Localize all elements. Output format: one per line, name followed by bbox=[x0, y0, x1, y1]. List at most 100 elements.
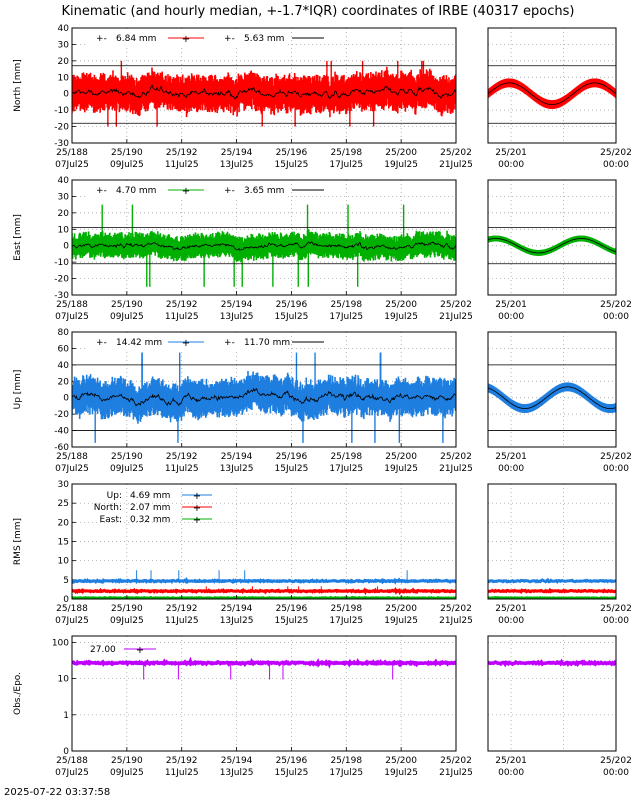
xtick-doy: 25/192 bbox=[166, 300, 198, 310]
xtick-doy: 25/188 bbox=[56, 452, 88, 462]
xtick-doy: 25/194 bbox=[221, 452, 253, 462]
xtick-date: 21Jul25 bbox=[439, 616, 473, 626]
xtick-date: 15Jul25 bbox=[275, 464, 309, 474]
ytick-label: -10 bbox=[54, 258, 69, 268]
xtick-date: 19Jul25 bbox=[384, 160, 418, 170]
xtick-doy: 25/202 bbox=[600, 300, 632, 310]
level-long bbox=[72, 586, 456, 596]
xtick-date: 00:00 bbox=[498, 768, 524, 778]
xtick-date: 11Jul25 bbox=[165, 768, 199, 778]
level-line bbox=[488, 596, 616, 599]
ytick-label: 100 bbox=[52, 638, 69, 648]
xtick-date: 13Jul25 bbox=[220, 160, 254, 170]
legend-label: North: bbox=[94, 503, 122, 513]
xtick-doy: 25/198 bbox=[330, 452, 362, 462]
xtick-doy: 25/198 bbox=[330, 756, 362, 766]
xtick-date: 17Jul25 bbox=[329, 616, 363, 626]
ytick-label: 30 bbox=[58, 40, 70, 50]
panel-north: 40 30 20 10 0 -10 -20 -30 North [mm] 25/188 07Jul2… bbox=[13, 24, 632, 170]
xtick-date: 09Jul25 bbox=[110, 768, 144, 778]
level-long bbox=[72, 595, 456, 599]
xtick-doy: 25/188 bbox=[56, 604, 88, 614]
xtick-doy: 25/196 bbox=[276, 604, 308, 614]
ytick-label: 10 bbox=[58, 225, 70, 235]
xtick-date: 17Jul25 bbox=[329, 464, 363, 474]
xtick-date: 07Jul25 bbox=[55, 312, 89, 322]
level-line bbox=[72, 577, 456, 585]
panel-obs: 1001010Obs./Epo.25/18807Jul2525/19009Jul… bbox=[13, 635, 632, 778]
ytick-label: 20 bbox=[58, 377, 70, 387]
ytick-label: 40 bbox=[58, 361, 70, 371]
ytick-label: 25 bbox=[58, 499, 69, 509]
level-line bbox=[72, 656, 456, 669]
legend-marker: +- bbox=[96, 186, 107, 196]
median-line bbox=[72, 241, 456, 251]
xtick-doy: 25/200 bbox=[385, 452, 417, 462]
plot-frame-long bbox=[71, 27, 457, 144]
legend-entry-kinematic: 14.42 mm bbox=[116, 338, 162, 348]
xtick-doy: 25/201 bbox=[495, 452, 527, 462]
xtick-doy: 25/198 bbox=[330, 300, 362, 310]
xtick-date: 19Jul25 bbox=[384, 464, 418, 474]
xtick-date: 07Jul25 bbox=[55, 464, 89, 474]
xtick-doy: 25/202 bbox=[600, 756, 632, 766]
plot-frame-long bbox=[71, 331, 457, 448]
xtick-doy: 25/188 bbox=[56, 300, 88, 310]
ytick-label: 30 bbox=[58, 480, 70, 490]
plot-frame-long bbox=[71, 179, 457, 296]
legend-marker: +- bbox=[224, 34, 235, 44]
legend-marker: +- bbox=[224, 186, 235, 196]
level-short bbox=[488, 587, 616, 594]
xtick-date: 07Jul25 bbox=[55, 768, 89, 778]
xtick-doy: 25/190 bbox=[111, 604, 143, 614]
xtick-doy: 25/201 bbox=[495, 756, 527, 766]
xtick-doy: 25/196 bbox=[276, 756, 308, 766]
xtick-date: 00:00 bbox=[603, 160, 629, 170]
level-long bbox=[72, 570, 456, 585]
xtick-date: 15Jul25 bbox=[275, 312, 309, 322]
xtick-doy: 25/202 bbox=[440, 148, 472, 158]
legend-value: 2.07 mm bbox=[130, 503, 170, 513]
xtick-date: 09Jul25 bbox=[110, 616, 144, 626]
ytick-label: 0 bbox=[63, 747, 69, 757]
legend-marker: + bbox=[136, 645, 144, 656]
median-line bbox=[488, 238, 616, 254]
xtick-doy: 25/201 bbox=[495, 604, 527, 614]
xtick-date: 21Jul25 bbox=[439, 768, 473, 778]
ytick-label: -10 bbox=[54, 106, 69, 116]
xtick-date: 15Jul25 bbox=[275, 160, 309, 170]
xtick-doy: 25/192 bbox=[166, 756, 198, 766]
xtick-date: 00:00 bbox=[603, 464, 629, 474]
xtick-date: 11Jul25 bbox=[165, 464, 199, 474]
xtick-date: 00:00 bbox=[603, 768, 629, 778]
ytick-label: 10 bbox=[58, 73, 70, 83]
xtick-doy: 25/202 bbox=[600, 604, 632, 614]
legend-entry-median: 3.65 mm bbox=[244, 186, 284, 196]
ylabel: Up [mm] bbox=[13, 370, 23, 410]
panel-east: 40 30 20 10 0 -10 -20 -30 East [mm] 25/188 07Jul25… bbox=[13, 176, 632, 322]
ytick-label: 15 bbox=[58, 538, 69, 548]
xtick-doy: 25/196 bbox=[276, 452, 308, 462]
xtick-doy: 25/196 bbox=[276, 148, 308, 158]
legend: +- 6.84 mm + +- 5.63 mm bbox=[88, 32, 324, 45]
plot-frame-long bbox=[71, 483, 457, 600]
ytick-label: 20 bbox=[58, 57, 70, 67]
xtick-date: 11Jul25 bbox=[165, 160, 199, 170]
ytick-label: -20 bbox=[54, 123, 69, 133]
legend-marker: + bbox=[193, 491, 201, 502]
legend-value: 0.32 mm bbox=[130, 515, 170, 525]
plot-frame-short bbox=[487, 483, 617, 600]
legend-marker: + bbox=[182, 338, 190, 349]
xtick-date: 00:00 bbox=[603, 312, 629, 322]
legend-marker: +- bbox=[96, 34, 107, 44]
plot-frame-short bbox=[487, 331, 617, 448]
ytick-label: -30 bbox=[54, 291, 69, 301]
level-line bbox=[72, 586, 456, 596]
kinematic-short bbox=[488, 78, 616, 109]
legend-entry-kinematic: 6.84 mm bbox=[116, 34, 156, 44]
panel-rms: 30 25 20 15 10 5 0 RMS [mm] 25/188 07Jul25 25/190 0… bbox=[13, 480, 632, 626]
kinematic-long bbox=[72, 60, 456, 127]
xtick-date: 00:00 bbox=[498, 160, 524, 170]
level-short bbox=[488, 577, 616, 584]
level-short bbox=[488, 596, 616, 599]
